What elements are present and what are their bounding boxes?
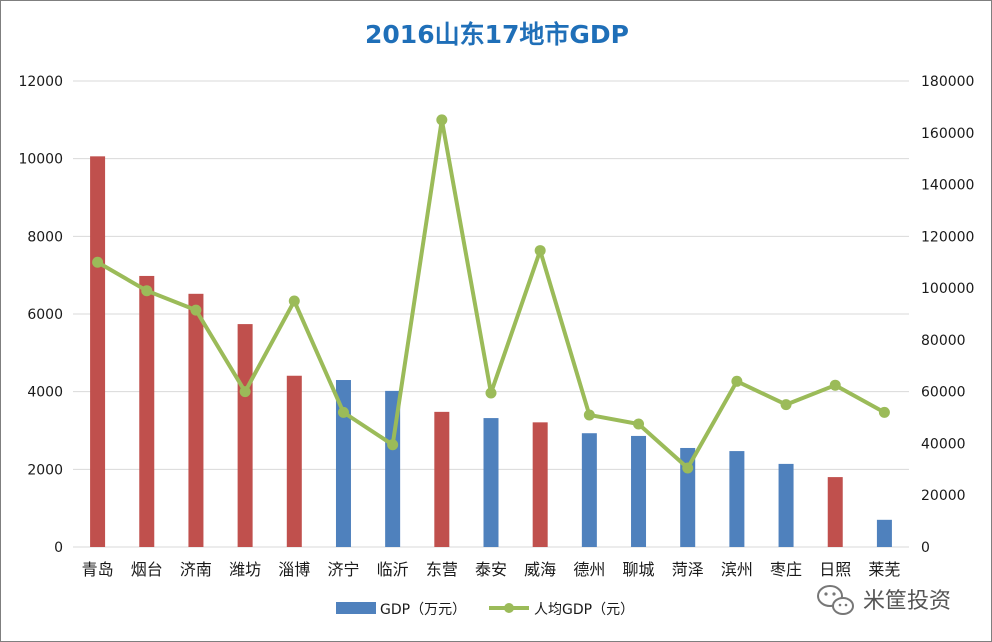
category-label: 德州: [573, 560, 605, 579]
category-label: 菏泽: [672, 560, 704, 579]
line-point: [731, 375, 743, 387]
right-tick-label: 80000: [921, 333, 966, 349]
category-label: 潍坊: [229, 560, 261, 579]
category-label: 滨州: [721, 560, 753, 579]
right-tick-label: 160000: [921, 126, 974, 142]
category-label: 莱芜: [868, 560, 900, 579]
right-tick-label: 20000: [921, 488, 966, 504]
per-capita-line: [92, 114, 890, 474]
bar: [680, 447, 696, 547]
left-axis: 0 2000 4000 6000 8000 10000 12000: [18, 74, 63, 556]
line-point: [780, 399, 792, 411]
category-label: 淄博: [278, 560, 310, 579]
category-labels: 青岛 烟台 济南 潍坊 淄博 济宁 临沂 东营 泰安 威海 德州 聊城 菏泽 滨州 枣庄 日照 莱芜: [82, 560, 901, 579]
bar: [631, 435, 647, 547]
right-tick-label: 180000: [921, 74, 974, 90]
category-label: 临沂: [377, 560, 409, 579]
right-tick-label: 140000: [921, 178, 974, 194]
bar: [237, 324, 253, 547]
line-point: [682, 462, 694, 474]
bar: [876, 519, 892, 547]
line-point: [583, 409, 595, 421]
bar: [827, 477, 843, 547]
legend-label-gdp: GDP（万元）: [380, 602, 466, 618]
right-tick-label: 0: [921, 540, 930, 556]
category-label: 聊城: [623, 560, 655, 579]
category-label: 烟台: [131, 560, 163, 579]
bar: [335, 380, 351, 547]
line-point: [239, 386, 251, 398]
line-point: [485, 387, 497, 399]
chart-title: 2016山东17地市GDP: [365, 20, 629, 49]
left-tick-label: 0: [54, 540, 63, 556]
right-tick-label: 100000: [921, 281, 974, 297]
bar: [139, 275, 155, 547]
line-point: [633, 418, 645, 430]
right-tick-label: 120000: [921, 229, 974, 245]
left-tick-label: 12000: [18, 74, 63, 90]
gdp-bars: [90, 156, 892, 547]
left-tick-label: 4000: [27, 385, 63, 401]
category-label: 泰安: [475, 560, 507, 579]
bar: [778, 463, 794, 547]
line-point: [829, 379, 841, 391]
wechat-icon: [817, 585, 854, 615]
bar: [90, 156, 106, 547]
left-tick-label: 2000: [27, 462, 63, 478]
line-point: [387, 439, 399, 451]
bar: [434, 411, 450, 547]
right-axis: 0 20000 40000 60000 80000 100000 120000 140000 1…: [921, 74, 974, 556]
category-label: 东营: [426, 560, 458, 579]
left-tick-label: 6000: [27, 307, 63, 323]
bar: [729, 451, 745, 547]
legend-swatch-gdp: [336, 602, 376, 614]
legend-swatch-marker: [504, 603, 514, 613]
legend: GDP（万元） 人均GDP（元）: [336, 602, 634, 618]
category-label: 济宁: [327, 560, 359, 579]
line-point: [92, 256, 104, 268]
watermark-text: 米筐投资: [863, 589, 951, 614]
series-line: [96, 117, 886, 471]
right-tick-label: 40000: [921, 436, 966, 452]
category-label: 威海: [524, 560, 556, 579]
category-label: 日照: [819, 560, 851, 579]
line-point: [878, 406, 890, 418]
line-point: [337, 406, 349, 418]
category-label: 枣庄: [770, 560, 802, 579]
line-point: [534, 245, 546, 257]
bar: [532, 422, 548, 547]
right-tick-label: 60000: [921, 385, 966, 401]
category-label: 济南: [180, 560, 212, 579]
left-tick-label: 10000: [18, 152, 63, 168]
bar: [286, 375, 302, 547]
legend-label-per-capita: 人均GDP（元）: [534, 602, 634, 618]
bar: [188, 293, 204, 547]
line-point: [436, 114, 448, 126]
line-point: [141, 285, 153, 297]
watermark: 米筐投资: [817, 585, 951, 615]
left-tick-label: 8000: [27, 229, 63, 245]
line-point: [288, 295, 300, 307]
bar: [581, 433, 597, 547]
line-point: [190, 304, 202, 316]
bar: [483, 418, 499, 547]
category-label: 青岛: [82, 560, 114, 579]
